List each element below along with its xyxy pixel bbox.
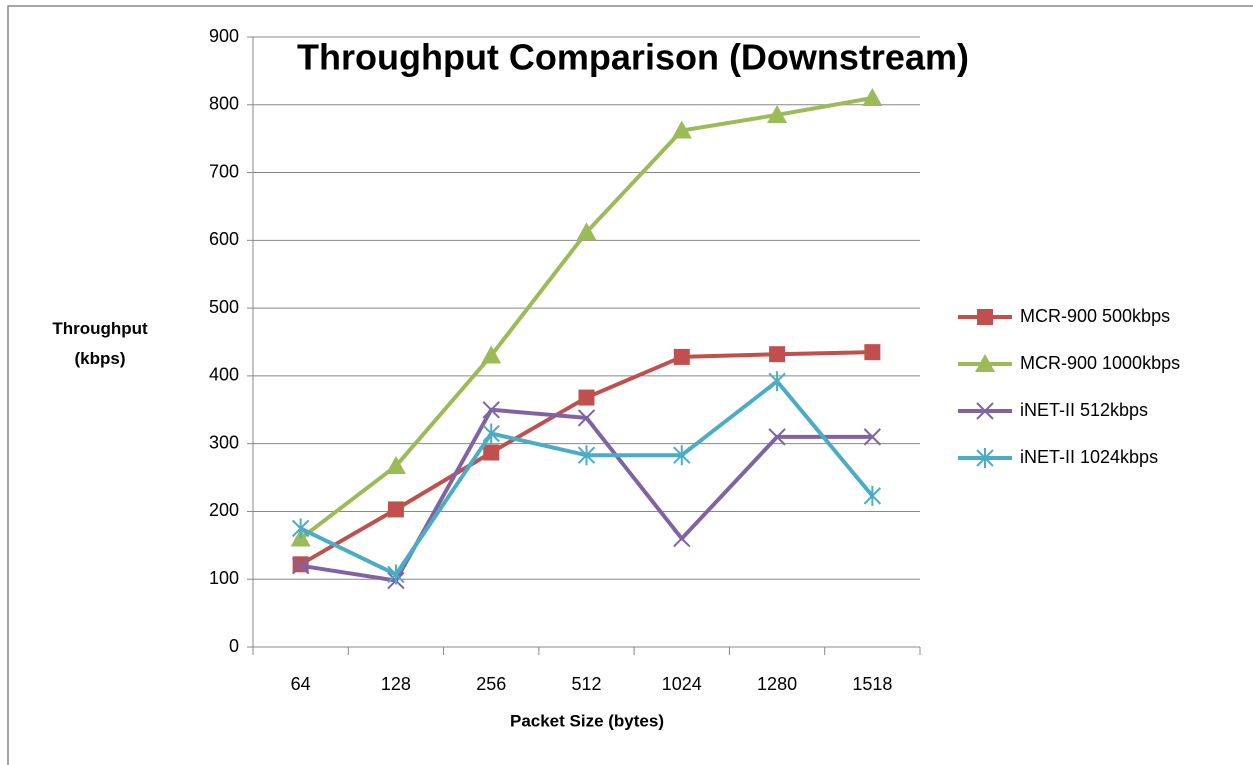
y-tick-label: 800 [209, 94, 239, 114]
marker [482, 401, 500, 419]
marker [976, 402, 994, 420]
chart-title: Throughput Comparison (Downstream) [297, 37, 969, 78]
y-tick-label: 0 [229, 636, 239, 656]
x-tick-label: 128 [381, 674, 411, 694]
marker [976, 448, 994, 468]
marker [673, 348, 690, 365]
series-line [299, 96, 873, 541]
x-tick-label: 64 [291, 674, 311, 694]
marker [673, 529, 691, 548]
marker [578, 389, 595, 406]
legend-label: iNET-II 512kbps [1020, 400, 1148, 420]
marker [483, 444, 500, 461]
y-tick-label: 600 [209, 229, 239, 249]
marker [975, 354, 995, 372]
y-tick-label: 300 [209, 432, 239, 452]
x-tick-label: 1518 [852, 674, 892, 694]
marker [577, 445, 596, 466]
marker [864, 344, 881, 361]
marker [768, 371, 786, 392]
legend-label: MCR-900 1000kbps [1020, 353, 1180, 373]
marker [291, 556, 310, 575]
marker [671, 120, 692, 139]
x-tick-label: 1280 [757, 674, 797, 694]
chart-border [7, 5, 1253, 765]
y-tick-label: 100 [209, 568, 239, 588]
marker [673, 445, 691, 466]
series-line [299, 379, 874, 577]
x-tick-label: 1024 [662, 674, 702, 694]
marker [482, 423, 500, 444]
marker [387, 564, 405, 585]
marker [577, 409, 596, 427]
marker [862, 88, 883, 106]
marker [863, 485, 882, 506]
legend-label: iNET-II 1024kbps [1020, 447, 1158, 467]
marker [576, 222, 597, 241]
x-tick-label: 512 [571, 674, 601, 694]
y-tick-label: 900 [209, 26, 239, 46]
marker [291, 518, 310, 539]
marker [387, 501, 404, 518]
marker [769, 346, 786, 363]
marker [863, 428, 882, 446]
y-tick-label: 400 [209, 365, 239, 385]
y-axis-label: Throughput (kbps) [52, 319, 148, 368]
x-tick-label: 256 [476, 674, 506, 694]
series-line [300, 407, 873, 583]
y-tick-label: 500 [209, 297, 239, 317]
legend-label: MCR-900 500kbps [1020, 306, 1170, 326]
marker [977, 309, 993, 325]
y-tick-label: 200 [209, 500, 239, 520]
x-axis-label: Packet Size (bytes) [510, 711, 664, 730]
y-tick-label: 700 [209, 161, 239, 181]
marker [481, 345, 502, 364]
marker [767, 104, 788, 123]
marker [768, 428, 786, 446]
marker [385, 456, 406, 475]
